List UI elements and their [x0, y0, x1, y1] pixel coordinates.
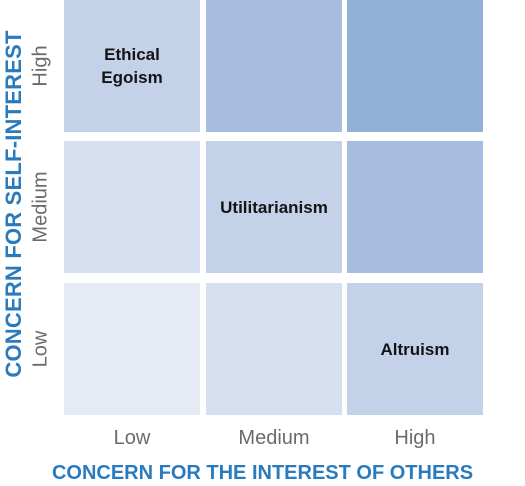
matrix-grid: Ethical Egoism Utilitarianism Altruism [64, 0, 510, 415]
cell-label-altruism: Altruism [380, 339, 450, 359]
cell-low-low [64, 283, 200, 415]
y-tick-low: Low [29, 330, 52, 368]
x-tick-low: Low [113, 427, 151, 449]
cell-low-medium [206, 283, 342, 415]
y-tick-high: High [29, 45, 52, 87]
cell-medium-medium: Utilitarianism [206, 141, 342, 273]
cell-high-low: Ethical Egoism [64, 0, 200, 132]
cell-high-high [347, 0, 483, 132]
x-tick-medium: Medium [238, 427, 310, 449]
y-axis-title: CONCERN FOR SELF-INTEREST [1, 30, 26, 378]
cell-low-high: Altruism [347, 283, 483, 415]
cell-label-utilitarianism: Utilitarianism [220, 197, 328, 217]
cell-medium-low [64, 141, 200, 273]
y-tick-medium: Medium [29, 171, 52, 243]
cell-medium-high [347, 141, 483, 273]
x-tick-high: High [394, 427, 436, 449]
x-axis-title: CONCERN FOR THE INTEREST OF OTHERS [51, 462, 474, 484]
cell-label-ethical-egoism: Ethical Egoism [101, 45, 163, 87]
cell-high-medium [206, 0, 342, 132]
